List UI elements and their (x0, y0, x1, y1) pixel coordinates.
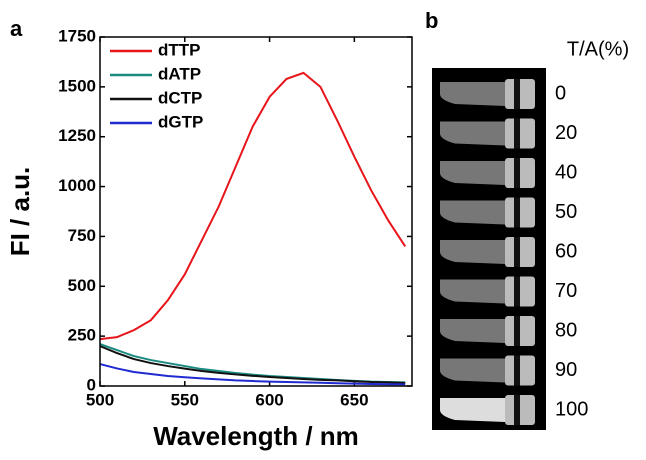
tube (440, 82, 505, 106)
y-tick-label: 0 (87, 375, 96, 394)
tube-label: 40 (555, 161, 577, 183)
y-tick-label: 750 (68, 226, 96, 245)
x-tick-label: 650 (340, 390, 368, 409)
tube (440, 319, 505, 343)
tube-label: 100 (555, 398, 588, 420)
y-tick-label: 1000 (58, 176, 96, 195)
legend-label: dATP (158, 64, 201, 83)
x-tick-label: 550 (171, 390, 199, 409)
tube (440, 279, 505, 304)
tube (440, 358, 505, 383)
y-tick-label: 1750 (58, 26, 96, 45)
tube-cap-band (514, 79, 520, 109)
tube-cap-band (514, 316, 520, 346)
data-line (99, 71, 407, 341)
y-axis-label: FI / a.u. (5, 167, 35, 257)
plot-frame (99, 36, 413, 387)
tube-cap-band (514, 395, 520, 425)
tube (440, 398, 505, 422)
tube-cap-band (514, 158, 520, 188)
x-axis-label: Wavelength / nm (153, 421, 359, 451)
tube-cap-band (514, 237, 520, 267)
tube (440, 121, 505, 146)
tube (440, 161, 505, 185)
tube-cap-band (514, 276, 520, 307)
tube-label: 0 (555, 82, 566, 104)
tube-label: 90 (555, 359, 577, 381)
y-tick-label: 500 (68, 276, 96, 295)
y-tick-label: 250 (68, 326, 96, 345)
tube-label: 20 (555, 122, 577, 144)
panel-label: a (10, 16, 23, 41)
legend-label: dCTP (158, 88, 202, 107)
tube-label: 70 (555, 280, 577, 302)
data-line (99, 363, 406, 386)
legend-label: dGTP (158, 112, 203, 131)
tube-cap-band (514, 355, 520, 386)
legend-label: dTTP (158, 40, 201, 59)
x-tick-label: 600 (255, 390, 283, 409)
y-tick-label: 1500 (58, 76, 96, 95)
data-line (99, 345, 406, 385)
x-tick-label: 500 (86, 390, 114, 409)
tube-cap-band (514, 197, 520, 228)
tube-cap-band (514, 118, 520, 149)
tube-label: 80 (555, 319, 577, 341)
panel-label: b (425, 8, 438, 33)
y-tick-label: 1250 (58, 126, 96, 145)
tube (440, 240, 505, 264)
tube-label: 60 (555, 240, 577, 262)
tube (440, 200, 505, 225)
tube-label: 50 (555, 201, 577, 223)
panel-header: T/A(%) (567, 38, 629, 60)
